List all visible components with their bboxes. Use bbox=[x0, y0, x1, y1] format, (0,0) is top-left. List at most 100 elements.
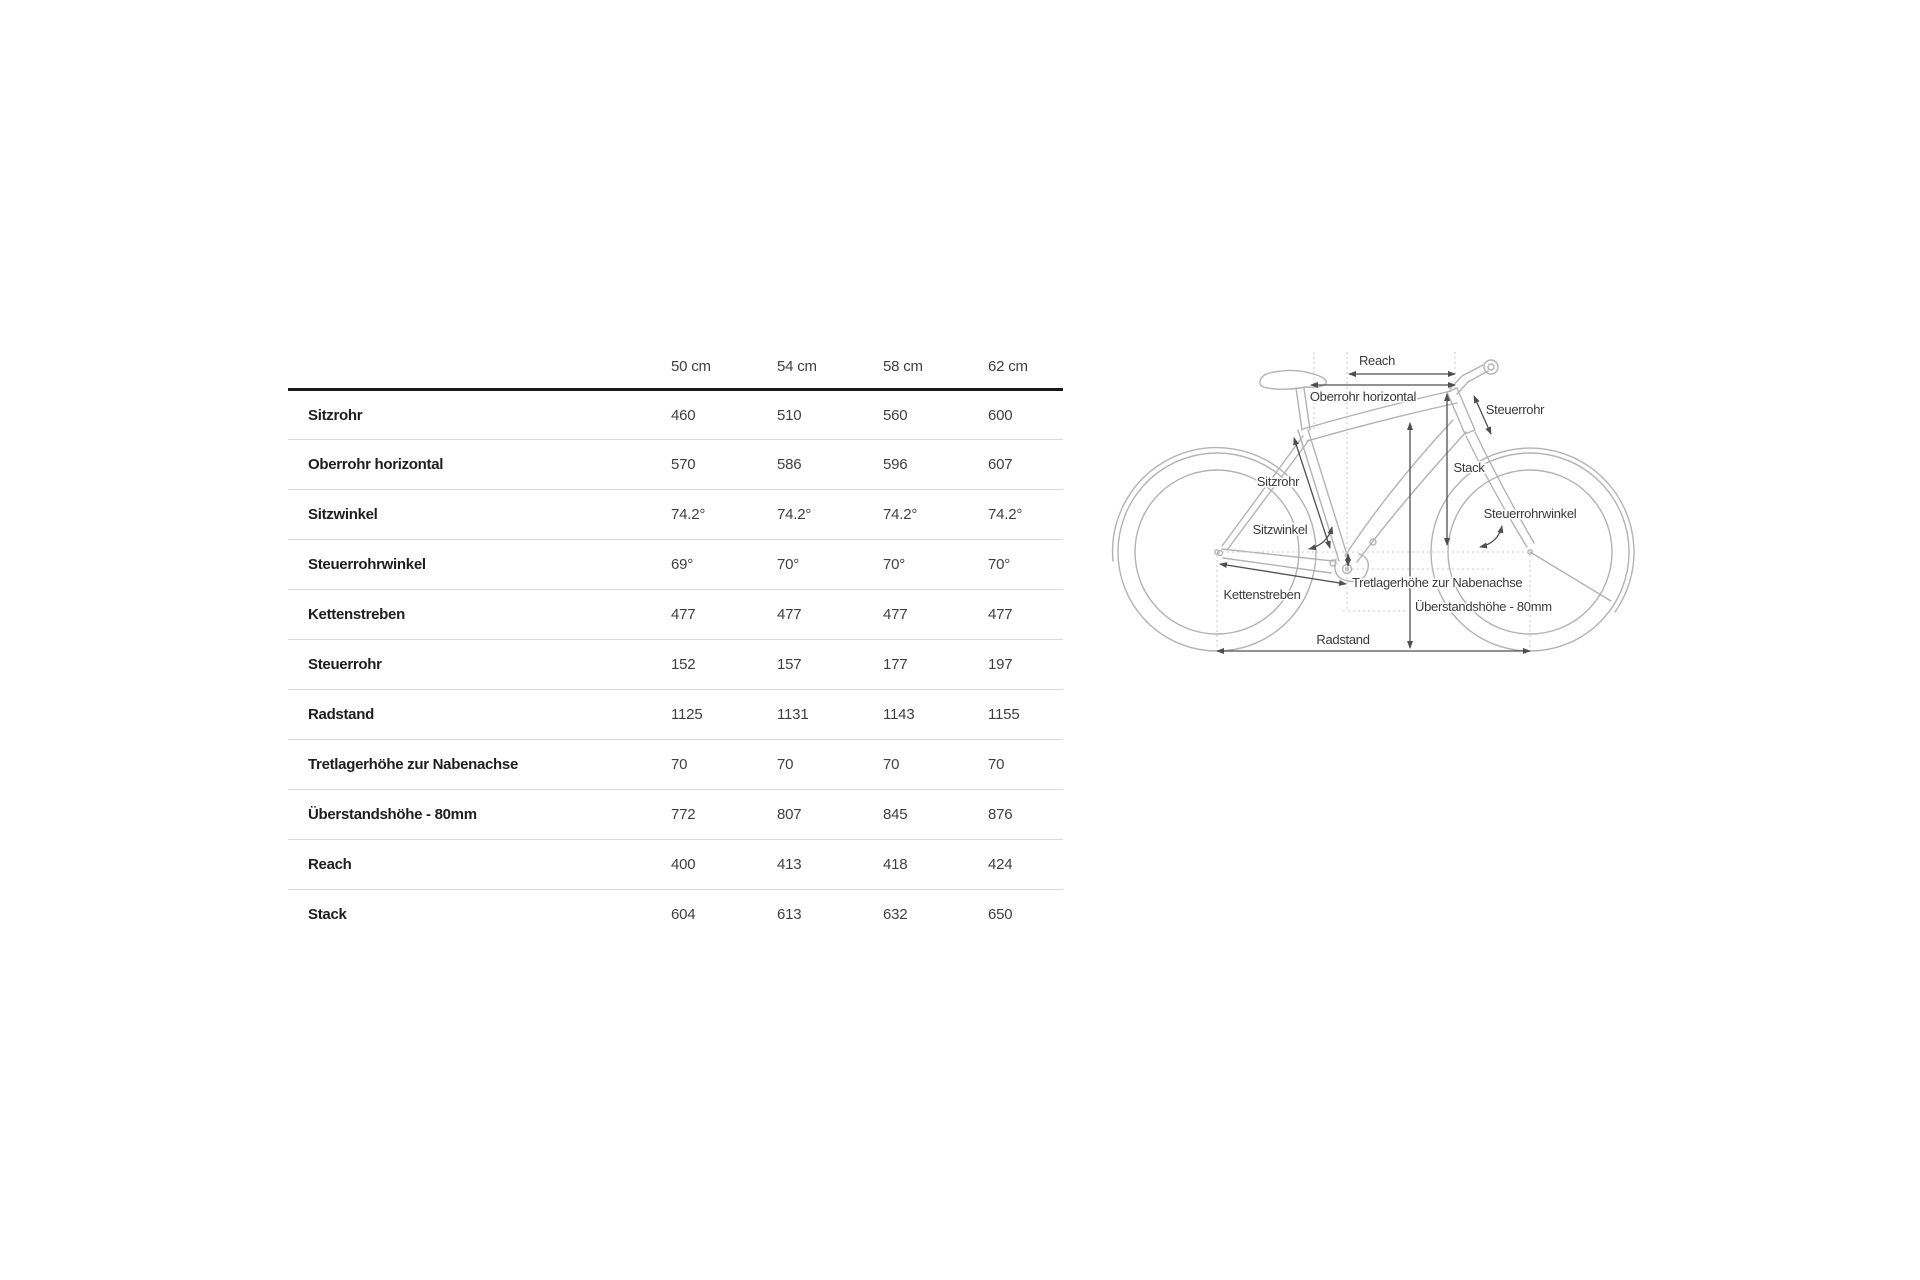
tretlagerhoehe-label: Tretlagerhöhe zur Nabenachse bbox=[1352, 575, 1522, 590]
geometry-table: 50 cm 54 cm 58 cm 62 cm Sitzrohr 460 510 560 60… bbox=[288, 358, 1063, 940]
geometry-value: 69° bbox=[671, 556, 694, 573]
size-column-header: 62 cm bbox=[988, 358, 1028, 375]
geometry-value: 70° bbox=[988, 556, 1011, 573]
geometry-value: 177 bbox=[883, 656, 908, 673]
geometry-value: 607 bbox=[988, 456, 1013, 473]
corner-cell bbox=[288, 358, 671, 390]
geometry-table-body: Sitzrohr 460 510 560 600 Oberrohr horizontal 5… bbox=[288, 390, 1063, 940]
seat-post bbox=[1295, 387, 1303, 431]
geometry-row-label: Tretlagerhöhe zur Nabenachse bbox=[308, 756, 519, 773]
geometry-value: 74.2° bbox=[777, 506, 812, 523]
geometry-row-label: Stack bbox=[308, 906, 347, 924]
geometry-value: 74.2° bbox=[988, 506, 1023, 523]
handlebar bbox=[1467, 370, 1489, 383]
geometry-value: 477 bbox=[777, 606, 802, 623]
geometry-row-label: Überstandshöhe - 80mm bbox=[308, 806, 477, 823]
geometry-value: 570 bbox=[671, 456, 696, 473]
stem bbox=[1456, 380, 1470, 395]
handlebar bbox=[1461, 364, 1484, 377]
head-tube-cap bbox=[1464, 429, 1476, 435]
rear-dropout bbox=[1216, 549, 1224, 557]
geometry-value: 807 bbox=[777, 806, 802, 823]
head-tube bbox=[1456, 387, 1476, 431]
top-tube bbox=[1302, 390, 1452, 430]
radstand-label: Radstand bbox=[1316, 632, 1369, 647]
sitzwinkel-label: Sitzwinkel bbox=[1253, 522, 1308, 537]
geometry-value: 70° bbox=[777, 556, 800, 573]
steuerrohrwinkel-arc bbox=[1479, 525, 1504, 549]
geometry-value: 477 bbox=[988, 606, 1013, 623]
geometry-value: 70 bbox=[777, 756, 794, 773]
saddle bbox=[1259, 369, 1327, 390]
kettenstreben-arrow bbox=[1219, 562, 1347, 586]
geometry-row: Steuerrohrwinkel 69° 70° 70° 70° bbox=[288, 540, 1063, 590]
steuerrohr-label: Steuerrohr bbox=[1486, 402, 1545, 417]
fork bbox=[1474, 431, 1535, 544]
geometry-row: Überstandshöhe - 80mm 772 807 845 876 bbox=[288, 790, 1063, 840]
geometry-value: 560 bbox=[883, 406, 908, 424]
front-fender-stay bbox=[1529, 551, 1612, 602]
handlebar-grip bbox=[1483, 359, 1499, 375]
geometry-value: 1155 bbox=[988, 706, 1020, 723]
dimension-arrows bbox=[1216, 371, 1531, 654]
down-tube bbox=[1344, 419, 1454, 557]
dimension-labels: Reach Oberrohr horizontal Steuerrohr Sta… bbox=[1222, 352, 1579, 649]
geometry-value: 772 bbox=[671, 806, 696, 823]
geometry-row-label: Sitzrohr bbox=[308, 406, 363, 424]
geometry-value: 70 bbox=[671, 756, 688, 773]
geometry-value: 413 bbox=[777, 856, 802, 873]
fork bbox=[1465, 435, 1528, 548]
geometry-value: 424 bbox=[988, 856, 1013, 873]
geometry-value: 477 bbox=[883, 606, 908, 623]
geometry-value: 400 bbox=[671, 856, 696, 873]
size-header-row: 50 cm 54 cm 58 cm 62 cm bbox=[288, 358, 1063, 390]
geometry-value: 632 bbox=[883, 906, 908, 924]
geometry-row-label: Sitzwinkel bbox=[308, 506, 378, 523]
geometry-row: Oberrohr horizontal 570 586 596 607 bbox=[288, 440, 1063, 490]
head-tube bbox=[1446, 391, 1466, 435]
geometry-row: Reach 400 413 418 424 bbox=[288, 840, 1063, 890]
geometry-value: 604 bbox=[671, 906, 696, 924]
frame-bolt bbox=[1369, 538, 1377, 546]
handlebar-grip bbox=[1487, 363, 1495, 371]
geometry-row: Steuerrohr 152 157 177 197 bbox=[288, 640, 1063, 690]
reference-guides bbox=[1216, 352, 1531, 651]
geometry-value: 70 bbox=[988, 756, 1005, 773]
size-column-header: 58 cm bbox=[883, 358, 923, 375]
geometry-value: 70 bbox=[883, 756, 900, 773]
seat-post bbox=[1303, 387, 1311, 431]
geometry-value: 596 bbox=[883, 456, 908, 473]
sitzrohr-label: Sitzrohr bbox=[1257, 474, 1300, 489]
geometry-value: 510 bbox=[777, 406, 802, 424]
geometry-value: 586 bbox=[777, 456, 802, 473]
head-tube-cap bbox=[1446, 387, 1458, 393]
sitzwinkel-arc bbox=[1308, 526, 1334, 551]
geometry-value: 876 bbox=[988, 806, 1013, 823]
geometry-row: Sitzwinkel 74.2° 74.2° 74.2° 74.2° bbox=[288, 490, 1063, 540]
top-tube bbox=[1306, 402, 1458, 442]
geometry-value: 477 bbox=[671, 606, 696, 623]
geometry-row: Stack 604 613 632 650 bbox=[288, 890, 1063, 940]
geometry-row: Tretlagerhöhe zur Nabenachse 70 70 70 70 bbox=[288, 740, 1063, 790]
geometry-value: 1125 bbox=[671, 706, 703, 723]
geometry-value: 418 bbox=[883, 856, 908, 873]
geometry-row: Kettenstreben 477 477 477 477 bbox=[288, 590, 1063, 640]
reach-label: Reach bbox=[1359, 353, 1395, 368]
oberrohr-horizontal-label: Oberrohr horizontal bbox=[1310, 389, 1417, 404]
stem bbox=[1449, 375, 1463, 390]
geometry-row: Radstand 1125 1131 1143 1155 bbox=[288, 690, 1063, 740]
geometry-value: 600 bbox=[988, 406, 1013, 424]
rear-fender bbox=[1111, 447, 1291, 562]
geometry-row-label: Radstand bbox=[308, 706, 374, 723]
geometry-row: Sitzrohr 460 510 560 600 bbox=[288, 390, 1063, 440]
ueberstandshoehe-label: Überstandshöhe - 80mm bbox=[1415, 599, 1552, 614]
geometry-value: 650 bbox=[988, 906, 1013, 924]
geometry-value: 845 bbox=[883, 806, 908, 823]
geometry-value: 460 bbox=[671, 406, 696, 424]
down-tube bbox=[1356, 431, 1467, 563]
geometry-value: 74.2° bbox=[671, 506, 706, 523]
geometry-row-label: Kettenstreben bbox=[308, 606, 405, 623]
geometry-value: 1131 bbox=[777, 706, 809, 723]
geometry-value: 157 bbox=[777, 656, 802, 673]
